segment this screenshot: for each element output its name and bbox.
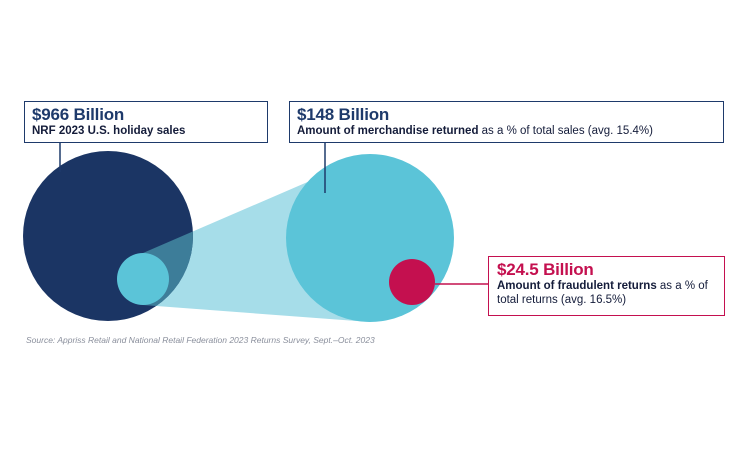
fraud-description-bold: Amount of fraudulent returns xyxy=(497,280,657,292)
returned-description-bold: Amount of merchandise returned xyxy=(297,125,479,137)
fraud-amount: $24.5 Billion xyxy=(497,260,594,279)
fraud-description-rest: as a % of total returns (avg. 16.5%) xyxy=(497,280,708,306)
returned-share-circle xyxy=(117,253,169,305)
total-sales-description: NRF 2023 U.S. holiday sales xyxy=(32,125,186,137)
callout-returned-merchandise: $148 Billion Amount of merchandise retur… xyxy=(289,101,724,143)
fraudulent-returns-circle xyxy=(389,259,435,305)
source-note: Source: Appriss Retail and National Reta… xyxy=(26,335,375,345)
callout-fraudulent-returns: $24.5 Billion Amount of fraudulent retur… xyxy=(488,256,725,316)
returned-description-rest: as a % of total sales (avg. 15.4%) xyxy=(478,125,653,137)
total-sales-amount: $966 Billion xyxy=(32,105,125,124)
returned-amount: $148 Billion xyxy=(297,105,390,124)
callout-total-sales: $966 Billion NRF 2023 U.S. holiday sales xyxy=(24,101,268,143)
